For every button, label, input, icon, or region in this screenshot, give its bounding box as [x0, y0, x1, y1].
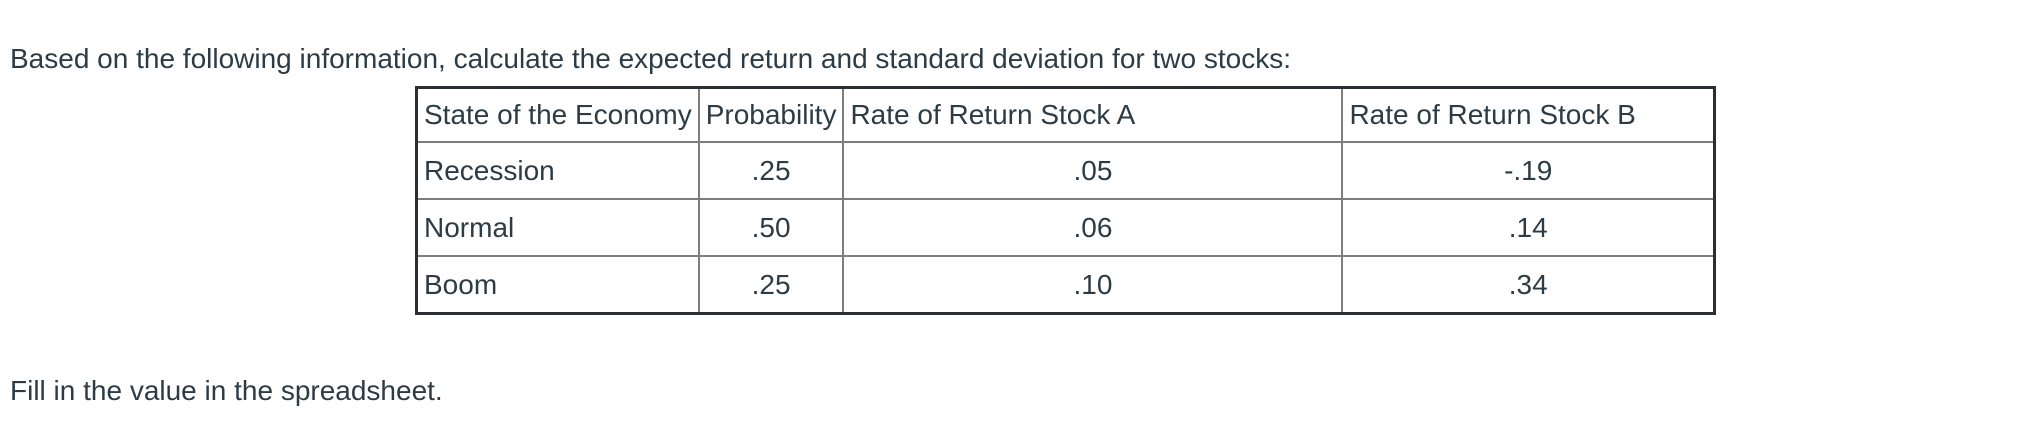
question-intro-text: Based on the following information, calc… — [10, 43, 1291, 74]
cell-probability: .25 — [697, 255, 845, 315]
table-header-row: State of the Economy Probability Rate of… — [415, 86, 1716, 143]
cell-probability: .50 — [697, 198, 845, 257]
cell-stock-a-return: .10 — [842, 255, 1344, 315]
table-row-boom: Boom .25 .10 .34 — [415, 255, 1716, 315]
cell-state: Recession — [415, 141, 700, 200]
table-row-normal: Normal .50 .06 .14 — [415, 198, 1716, 257]
col-header-rate-of-return-stock-a: Rate of Return Stock A — [842, 86, 1344, 143]
col-header-rate-of-return-stock-b: Rate of Return Stock B — [1341, 86, 1716, 143]
cell-stock-b-return: .14 — [1341, 198, 1716, 257]
cell-probability: .25 — [697, 141, 845, 200]
col-header-probability: Probability — [697, 86, 845, 143]
cell-state: Normal — [415, 198, 700, 257]
economy-returns-table: State of the Economy Probability Rate of… — [415, 86, 1716, 315]
cell-stock-b-return: -.19 — [1341, 141, 1716, 200]
table-row-recession: Recession .25 .05 -.19 — [415, 141, 1716, 200]
col-header-state-of-economy: State of the Economy — [415, 86, 700, 143]
cell-stock-a-return: .06 — [842, 198, 1344, 257]
cell-stock-b-return: .34 — [1341, 255, 1716, 315]
fill-in-instruction-text: Fill in the value in the spreadsheet. — [10, 375, 443, 406]
cell-stock-a-return: .05 — [842, 141, 1344, 200]
cell-state: Boom — [415, 255, 700, 315]
